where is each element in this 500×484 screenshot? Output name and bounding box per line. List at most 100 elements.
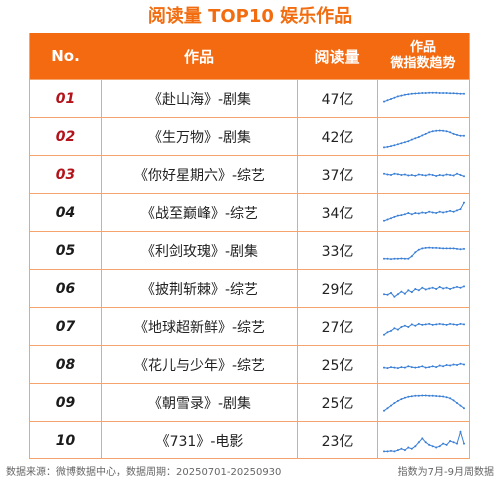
trend-point (462, 92, 465, 95)
trend-point (434, 129, 437, 132)
trend-point (420, 436, 423, 439)
trend-point (445, 395, 448, 398)
trend-point (392, 449, 395, 452)
trend-point (427, 322, 430, 325)
trend-point (389, 329, 392, 332)
trend-point (455, 208, 458, 211)
trend-point (448, 130, 451, 133)
trend-point (417, 394, 420, 397)
trend-point (413, 394, 416, 397)
trend-point (420, 323, 423, 326)
trend-point (399, 173, 402, 176)
trend-point (392, 215, 395, 218)
trend-point (445, 129, 448, 132)
footer-source: 数据来源：微博数据中心，数据周期：20250701-20250930 (6, 467, 282, 478)
trend-point (389, 173, 392, 176)
trend-point (382, 145, 385, 148)
trend-point (431, 91, 434, 94)
trend-point (424, 174, 427, 176)
trend-point (438, 322, 441, 325)
trend-sparkline (382, 91, 465, 103)
trend-point (445, 443, 448, 446)
trend-point (382, 257, 385, 260)
trend-point (417, 440, 420, 443)
trend-point (462, 174, 465, 177)
trend-point (399, 94, 402, 97)
trend-line (383, 172, 464, 177)
footer-note: 指数为7月-9月周数据 (397, 467, 494, 478)
trend-point (403, 448, 406, 451)
trend-sparkline (382, 284, 465, 298)
trend-point (403, 292, 406, 295)
trend-point (434, 365, 437, 368)
trend-point (410, 92, 413, 95)
trend-point (382, 172, 385, 175)
trend-point (413, 250, 416, 253)
trend-point (431, 246, 434, 249)
trend-point (445, 91, 448, 94)
trend-point (438, 246, 441, 249)
trend-point (448, 209, 451, 212)
read-count: 42亿 (297, 118, 377, 155)
trend-point (455, 285, 458, 288)
trend-point (445, 323, 448, 326)
trend-point (392, 326, 395, 329)
trend-point (448, 364, 451, 366)
work-title: 《利剑玫瑰》-剧集 (101, 232, 297, 269)
trend-point (396, 328, 399, 331)
trend-point (462, 201, 465, 204)
trend-point (389, 449, 392, 452)
trend-point (410, 394, 413, 397)
trend-point (431, 394, 434, 397)
trend-point (406, 325, 409, 328)
trend-point (396, 172, 399, 175)
trend-point (406, 395, 409, 398)
trend-point (386, 449, 388, 452)
header-read: 阅读量 (314, 47, 360, 66)
trend-point (403, 396, 406, 399)
trend-line (383, 362, 464, 369)
trend-cell (377, 156, 469, 193)
trend-point (396, 214, 399, 217)
trend-point (410, 138, 413, 141)
table-row: 10 《731》-电影 23亿 (30, 421, 469, 459)
trend-point (445, 246, 448, 249)
trend-point (452, 91, 455, 94)
trend-point (420, 394, 423, 396)
trend-point (438, 210, 441, 213)
trend-point (382, 409, 385, 412)
trend-point (382, 449, 385, 452)
trend-point (452, 174, 455, 176)
trend-point (452, 246, 455, 249)
trend-point (420, 286, 423, 289)
trend-point (403, 173, 406, 175)
rank-number: 09 (55, 394, 76, 411)
trend-point (438, 394, 441, 397)
trend-point (420, 91, 423, 94)
trend-point (389, 291, 392, 294)
ranking-table: No. 作品 阅读量 作品 微指数趋势 01 《赴山海》-剧集 47亿 02 《生万物》… (29, 33, 470, 459)
trend-point (413, 211, 416, 214)
trend-point (431, 444, 434, 447)
trend-point (417, 135, 420, 138)
trend-point (459, 207, 461, 210)
trend-line (383, 394, 464, 411)
read-count: 25亿 (297, 384, 377, 421)
trend-point (399, 257, 402, 259)
trend-point (427, 91, 430, 94)
trend-point (399, 213, 402, 216)
trend-point (424, 440, 427, 443)
trend-point (448, 322, 451, 325)
trend-point (462, 134, 465, 137)
table-row: 04 《战至巅峰》-综艺 34亿 (30, 193, 469, 231)
trend-cell (377, 270, 469, 307)
work-title: 《地球超新鲜》-综艺 (101, 308, 297, 345)
trend-point (431, 129, 434, 132)
trend-point (417, 288, 420, 291)
trend-line (383, 129, 464, 148)
table-row: 08 《花儿与少年》-综艺 25亿 (30, 345, 469, 383)
trend-point (386, 257, 388, 260)
trend-point (410, 173, 413, 176)
trend-point (386, 293, 388, 296)
trend-point (389, 257, 392, 260)
